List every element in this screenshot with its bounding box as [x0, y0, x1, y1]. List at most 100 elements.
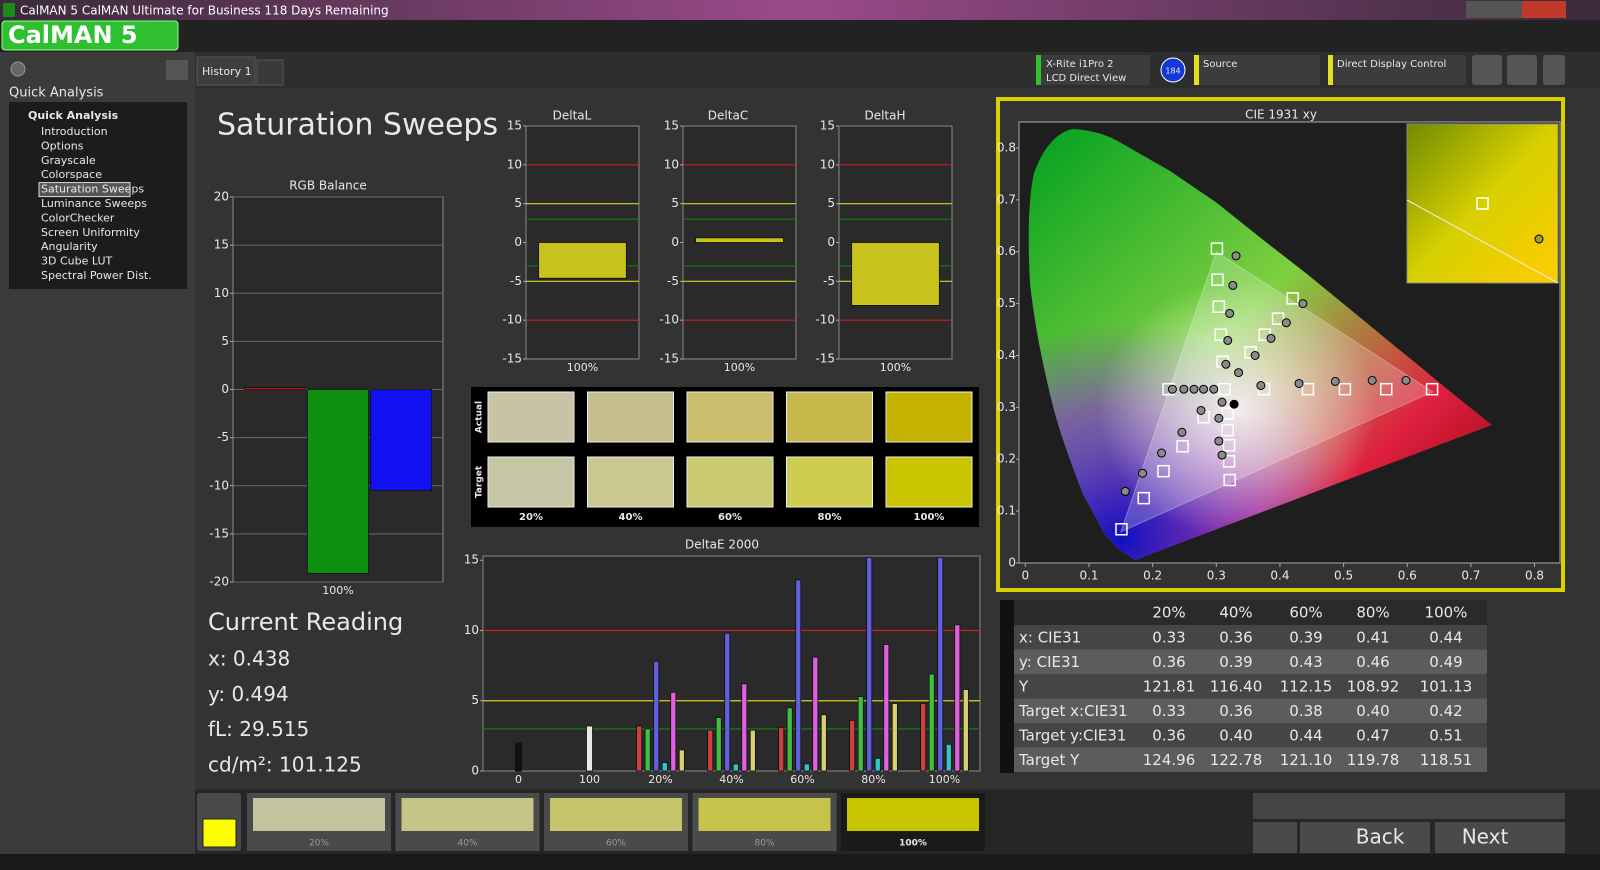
- nav-item[interactable]: 3D Cube LUT: [41, 255, 112, 268]
- meter-selector[interactable]: [1036, 55, 1150, 85]
- nav-item[interactable]: ColorChecker: [41, 211, 115, 224]
- bar: [644, 728, 651, 772]
- target-point: [1286, 292, 1299, 305]
- y-tick-label: 0.1: [997, 504, 1016, 518]
- display-selector[interactable]: [1328, 55, 1466, 85]
- y-tick-label: 0: [514, 235, 522, 249]
- nav-item[interactable]: Saturation Sweeps: [41, 183, 144, 196]
- measured-point: [1256, 381, 1266, 391]
- back-label[interactable]: Back: [1356, 825, 1405, 849]
- stop-button[interactable]: [1253, 822, 1297, 853]
- next-button[interactable]: [1435, 822, 1565, 853]
- nav-item[interactable]: Spectral Power Dist.: [41, 269, 152, 282]
- nav-item[interactable]: Grayscale: [41, 154, 96, 167]
- help-button[interactable]: [1507, 55, 1537, 85]
- x-tick-label: 0.5: [1334, 569, 1353, 583]
- table-cell: 112.15: [1280, 678, 1333, 696]
- bar: [307, 389, 369, 574]
- next-label[interactable]: Next: [1462, 825, 1509, 849]
- table-cell: 122.78: [1210, 751, 1263, 769]
- back-button[interactable]: [1300, 822, 1430, 853]
- inset-target: [1476, 197, 1489, 210]
- y-tick-label: -15: [209, 526, 229, 540]
- transport-bar: [1253, 793, 1565, 819]
- nav-item[interactable]: Introduction: [41, 125, 108, 138]
- app-logo[interactable]: [1, 20, 179, 51]
- measured-point: [1167, 384, 1177, 394]
- collapse-button[interactable]: [166, 60, 188, 80]
- x-tick-label: 0.4: [1270, 569, 1289, 583]
- panel-toggle[interactable]: [1543, 55, 1565, 85]
- measured-point: [1199, 384, 1209, 394]
- tab[interactable]: [196, 56, 256, 86]
- y-tick-label: 10: [820, 157, 835, 171]
- measured-point: [1137, 468, 1147, 478]
- y-tick-label: 0: [1008, 556, 1016, 570]
- table-cell: Y: [1018, 678, 1029, 696]
- color-swatch: [686, 456, 774, 508]
- close-button[interactable]: [1522, 1, 1566, 18]
- nav-item[interactable]: Screen Uniformity: [41, 226, 140, 239]
- measured-point: [1266, 333, 1276, 343]
- y-tick-label: 0.6: [997, 244, 1016, 258]
- nav-item[interactable]: Angularity: [41, 240, 98, 253]
- nav-item[interactable]: Luminance Sweeps: [41, 197, 147, 210]
- table-row: [1014, 625, 1487, 650]
- y-tick-label: -5: [823, 274, 835, 288]
- measured-point: [1157, 448, 1167, 458]
- settings-button[interactable]: [1472, 55, 1502, 85]
- table-row: [1014, 723, 1487, 748]
- measured-point: [1196, 405, 1206, 415]
- swatch-row-label: Actual: [475, 401, 485, 433]
- y-tick-label: 0.2: [997, 452, 1016, 466]
- color-swatch: [686, 391, 774, 443]
- footer-label: 20%: [309, 839, 329, 849]
- color-swatch: [786, 391, 873, 443]
- y-tick-label: 15: [820, 119, 835, 133]
- table-cell: 119.78: [1347, 751, 1400, 769]
- x-tick-label: 0: [1022, 569, 1030, 583]
- reading-line: fL: 29.515: [208, 717, 309, 741]
- bar: [749, 729, 756, 772]
- minimize-button[interactable]: [1466, 1, 1496, 18]
- plot-frame: [482, 555, 981, 772]
- tab-label[interactable]: History 1: [202, 65, 252, 78]
- color-swatch: [885, 456, 973, 508]
- bar: [695, 237, 784, 243]
- bar: [636, 725, 643, 772]
- y-tick-label: -5: [217, 430, 229, 444]
- x-tick-label: 100%: [567, 361, 598, 374]
- table-cell: 0.39: [1289, 629, 1322, 647]
- chart-title: CIE 1931 xy: [1245, 108, 1317, 122]
- swatch-column-label: 60%: [718, 512, 742, 523]
- source-label: Source: [1203, 59, 1237, 70]
- nav-group[interactable]: Quick Analysis: [28, 109, 119, 122]
- nav-item[interactable]: Options: [41, 139, 84, 152]
- maximize-button[interactable]: [1496, 1, 1522, 18]
- window-title: CalMAN 5 CalMAN Ultimate for Business 11…: [20, 4, 389, 18]
- table-cell: 0.40: [1356, 702, 1389, 720]
- bar: [778, 727, 785, 772]
- measured-point: [1281, 318, 1291, 328]
- table-row: [1014, 674, 1487, 699]
- table-row: [1014, 649, 1487, 674]
- add-tab-button[interactable]: [256, 59, 284, 86]
- nav-item[interactable]: Colorspace: [41, 168, 102, 181]
- sidebar-button[interactable]: [10, 61, 26, 77]
- bar: [715, 717, 722, 772]
- display-indicator: [1328, 55, 1333, 85]
- bar: [945, 743, 952, 772]
- x-tick-label: 20%: [648, 773, 672, 786]
- footer-swatch: [550, 798, 682, 831]
- bar: [707, 729, 714, 772]
- reading-line: y: 0.494: [208, 682, 289, 706]
- x-tick-label: 80%: [861, 773, 885, 786]
- measured-point: [1225, 308, 1235, 318]
- bar: [891, 703, 898, 772]
- source-selector[interactable]: [1194, 55, 1320, 85]
- x-tick-label: 100%: [880, 361, 911, 374]
- table-cell: 0.40: [1219, 727, 1252, 745]
- meter-badge[interactable]: [1160, 57, 1186, 83]
- bar: [954, 624, 961, 772]
